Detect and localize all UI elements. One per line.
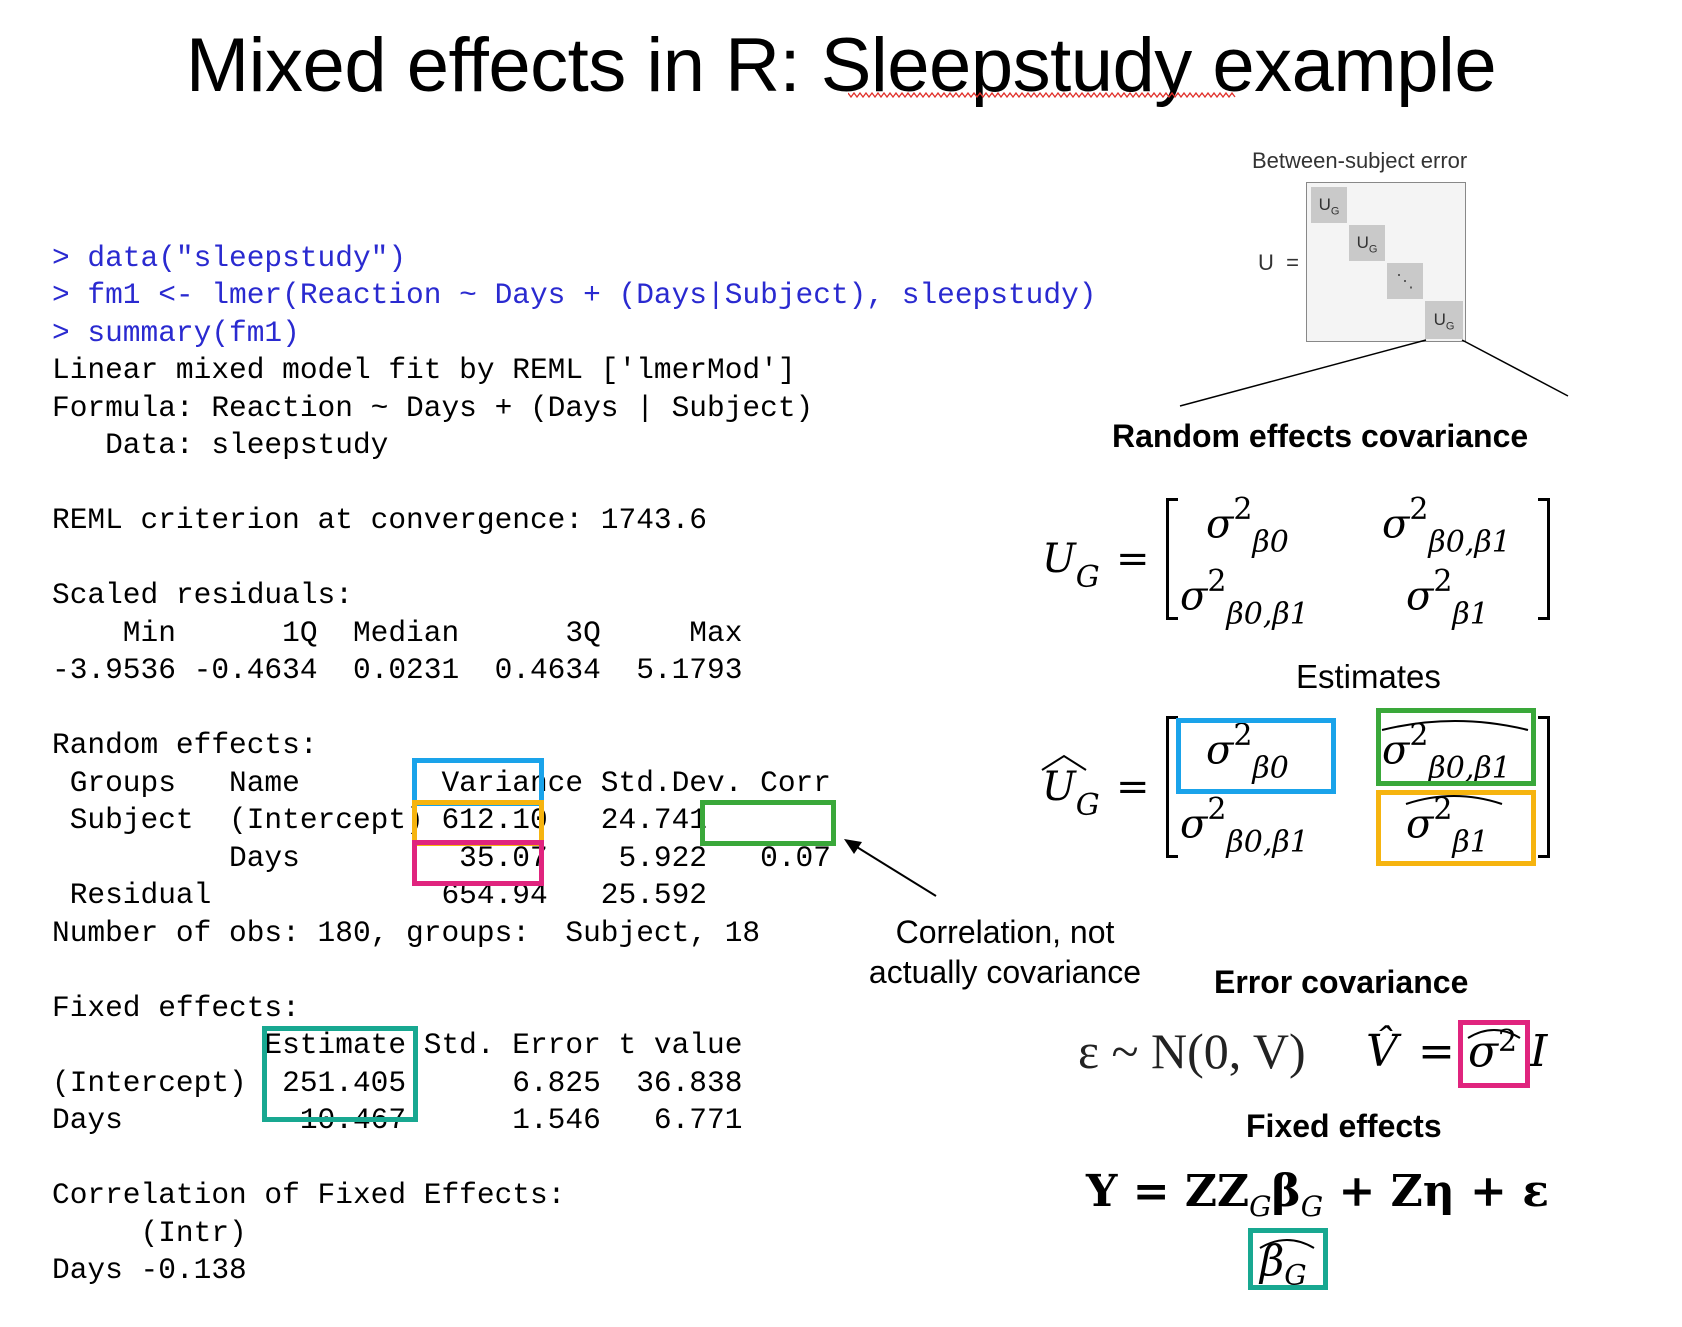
matrix-cell-b01: σ2β0,β1 [1180,564,1309,633]
highlight-correlation [700,800,836,846]
correlation-note: Correlation, not actually covariance [868,914,1142,990]
ellipsis-block: ⋱ [1387,263,1423,299]
output-line: Min 1Q Median 3Q Max [52,615,743,650]
estimate-cell-b01: σ2β0,β1 [1382,718,1511,787]
output-line [52,540,1096,578]
output-line: Estimate Std. Error t value [52,1028,743,1062]
hat-mark [1467,1029,1521,1039]
estimate-cell-b1: σ2β1 [1406,792,1489,861]
estimate-cell-b0: σ2β0 [1206,718,1289,787]
output-line: (Intercept) 251.405 6.825 36.838 [52,1065,743,1100]
matrix-cell-b1: σ2β1 [1406,564,1489,633]
output-line [52,690,1096,728]
spellcheck-underline [848,92,1236,98]
diagram-u-label: U = [1258,250,1299,275]
estimate-cell-b01-lower: σ2β0,β1 [1180,792,1309,861]
matrix-hat-lhs: UG [1042,764,1100,823]
console-command: > data("sleepstudy") [52,240,407,275]
heading-estimates: Estimates [1296,658,1441,695]
output-line: Linear mixed model fit by REML ['lmerMod… [52,353,796,387]
equals-sign: = [1116,764,1150,810]
highlight-intercept-variance [412,758,544,806]
error-distribution: ε ~ N(0, V) [1078,1023,1306,1079]
heading-fixed-effects: Fixed effects [1246,1108,1442,1144]
highlight-fixed-estimates [262,1026,418,1122]
heading-error-covariance: Error covariance [1214,964,1469,1000]
output-line: Groups Name Variance Std.Dev. Corr [52,765,831,800]
fixed-effects-equation: Y = ZZGβG + Zη + ε [1086,1166,1549,1223]
output-line: Residual 654.94 25.592 [52,878,708,912]
r-console: > data("sleepstudy") > fm1 <- lmer(Reacti… [52,202,1096,1327]
highlight-beta-hat [1248,1228,1328,1290]
output-line: Correlation of Fixed Effects: [52,1178,566,1212]
slide-title: Mixed effects in R: Sleepstudy example [185,23,1497,108]
arrow-icon [844,839,937,897]
highlight-estimate-b01 [1376,708,1536,786]
output-line: Formula: Reaction ~ Days + (Days | Subje… [52,390,814,425]
heading-random-effects-covariance: Random effects covariance [1112,418,1529,454]
sigma-squared-hat: σ2 [1468,1024,1518,1078]
output-line: Days 35.07 5.922 0.07 [52,840,831,875]
hat-mark [1405,795,1503,805]
highlight-estimate-b0 [1176,718,1336,794]
identity-matrix: I [1530,1026,1548,1077]
output-line: REML criterion at convergence: 1743.6 [52,503,708,537]
hat-mark [1259,1239,1315,1249]
output-line [52,465,1096,503]
hat-mark [1041,754,1087,771]
matrix-block: UG [1425,301,1463,339]
left-bracket [1166,716,1178,858]
console-command: > fm1 <- lmer(Reaction ~ Days + (Days|Su… [52,278,1097,312]
output-line: Days 10.467 1.546 6.771 [52,1103,743,1137]
beta-hat: βG [1260,1236,1307,1292]
output-line: Data: sleepstudy [52,428,389,462]
output-line: Number of obs: 180, groups: Subject, 18 [52,915,761,950]
output-line: (Intr) [52,1215,247,1250]
matrix-cell-b0: σ2β0 [1206,492,1289,561]
highlight-estimate-b1 [1376,790,1536,866]
zoom-lines [1179,339,1569,407]
right-bracket [1538,498,1550,620]
output-line: -3.9536 -0.4634 0.0231 0.4634 5.1793 [52,653,743,687]
highlight-residual-variance [412,840,544,886]
equals-sign: = [1418,1026,1455,1077]
matrix-cell-b01: σ2β0,β1 [1382,492,1511,561]
console-command: > summary(fm1) [52,315,300,350]
output-line: Subject (Intercept) 612.10 24.741 [52,803,708,837]
highlight-residual-estimate [1458,1020,1530,1088]
matrix-lhs: UG [1042,536,1100,595]
block-diagonal-matrix: UG UG ⋱ UG [1306,182,1466,342]
left-bracket [1166,498,1178,620]
matrix-block: UG [1311,187,1347,223]
output-line: Days -0.138 [52,1253,247,1287]
right-bracket [1538,716,1550,858]
output-line: Scaled residuals: [52,578,353,612]
output-line: Fixed effects: [52,990,300,1025]
equals-sign: = [1116,536,1150,582]
matrix-block: UG [1349,225,1385,261]
v-hat: V̂ [1366,1026,1398,1077]
diagram-caption: Between-subject error [1252,148,1468,173]
hat-mark [1381,720,1529,731]
output-line [52,1140,1096,1178]
output-line: Random effects: [52,728,318,762]
